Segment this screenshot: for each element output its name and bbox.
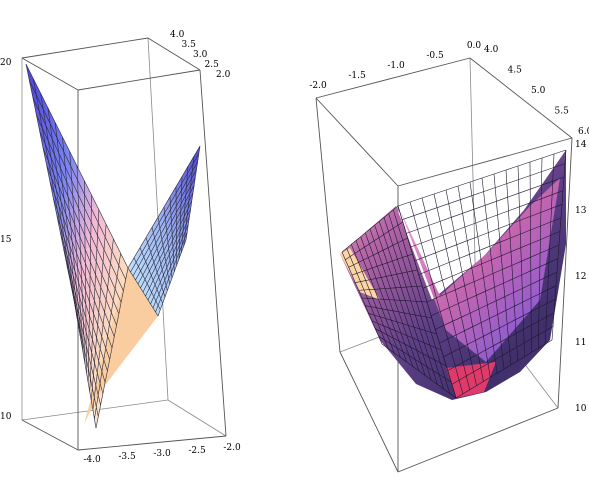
z-tick-label: 11 xyxy=(575,338,586,348)
paraboloid-surface-chart: -2.0 -1.5 -1.0 -0.5 0.04.0 4.5 5.0 5.5 6.0 10 11 12… xyxy=(309,41,589,473)
y-tick-label: 3.0 xyxy=(193,50,208,60)
saddle-left-wing xyxy=(26,64,128,428)
paraboloid-back-mesh-line xyxy=(538,157,543,349)
box-edge xyxy=(21,37,149,59)
box-edge xyxy=(397,137,573,187)
paraboloid-back-mesh-line xyxy=(517,165,525,357)
paraboloid-body xyxy=(340,150,566,400)
saddle-left-mesh-line xyxy=(94,253,121,419)
y-tick-label: 4.0 xyxy=(170,30,185,40)
x-tick-label: -0.5 xyxy=(426,51,444,61)
paraboloid-back-mesh-line xyxy=(544,153,555,345)
x-tick-label: -1.5 xyxy=(348,71,366,81)
paraboloid-low-highlight xyxy=(446,362,496,398)
box-edge xyxy=(557,137,573,409)
paraboloid-back-mesh-line xyxy=(447,312,555,371)
paraboloid-back-mesh-line xyxy=(443,299,556,358)
saddle-left-mesh-line xyxy=(89,209,100,392)
saddle-left-mesh-line xyxy=(66,266,101,406)
paraboloid-front-mesh-line xyxy=(378,336,452,383)
x-tick-label: -2.0 xyxy=(223,443,241,453)
paraboloid-back-mesh-line xyxy=(435,271,558,330)
saddle-under-surface xyxy=(84,268,158,424)
box-edge xyxy=(339,351,399,473)
saddle-left-mesh-line xyxy=(60,232,106,383)
x-tick-label: -3.5 xyxy=(118,452,136,462)
y-tick-label: 5.5 xyxy=(555,107,570,117)
paraboloid-back-mesh-line xyxy=(451,326,554,385)
y-tick-label: 3.5 xyxy=(182,40,197,50)
z-tick-label: 10 xyxy=(575,404,587,414)
box-edge xyxy=(167,399,227,437)
saddle-left-mesh-line xyxy=(49,181,113,349)
y-tick-label: 6.0 xyxy=(578,127,589,137)
box-edge xyxy=(21,419,79,451)
x-tick-label: -2.0 xyxy=(309,81,327,91)
saddle-left-mesh-line xyxy=(53,198,110,360)
x-tick-label: -1.0 xyxy=(387,61,405,71)
saddle-right-mesh-line xyxy=(155,232,188,313)
paraboloid-back-mesh-line xyxy=(439,285,557,344)
saddle-right-mesh-line xyxy=(183,156,195,247)
paraboloid-back-mesh-line xyxy=(493,173,512,365)
paraboloid-front-mesh-line xyxy=(381,343,457,399)
box-edge xyxy=(315,57,471,99)
paraboloid-back-mesh-line xyxy=(529,161,532,353)
saddle-right-mesh-line xyxy=(185,145,201,241)
saddle-left-mesh-line xyxy=(87,195,92,383)
y-tick-label: 4.0 xyxy=(484,45,499,55)
z-tick-label: 15 xyxy=(0,235,12,245)
paraboloid-back-mesh-line xyxy=(551,149,567,341)
saddle-left-mesh-line xyxy=(63,249,104,394)
box-edge xyxy=(315,97,399,187)
saddle-left-mesh-line xyxy=(95,267,129,429)
paraboloid-front-mesh-line xyxy=(375,328,447,367)
saddle-right-wing xyxy=(128,146,200,316)
z-tick-label: 14 xyxy=(575,140,587,150)
z-tick-label: 20 xyxy=(0,58,12,68)
y-tick-label: 2.0 xyxy=(216,70,231,80)
box-edge xyxy=(21,57,79,91)
saddle-left-mesh-line xyxy=(73,299,97,429)
x-tick-label: -3.0 xyxy=(153,449,171,459)
saddle-left-mesh-line xyxy=(84,180,87,374)
box-edge xyxy=(77,69,201,91)
saddle-left-mesh-line xyxy=(56,215,108,371)
y-tick-label: 5.0 xyxy=(531,86,546,96)
y-tick-label: 4.5 xyxy=(508,66,523,76)
box-edge xyxy=(469,57,573,139)
saddle-surface-chart: -4.0 -3.5 -3.0 -2.5 -2.0 2.02.53.03.54.0 10 15 2… xyxy=(0,30,241,465)
paraboloid-edge-highlight xyxy=(340,248,380,300)
x-tick-label: -4.0 xyxy=(83,455,101,465)
saddle-right-mesh-line xyxy=(152,224,189,309)
z-tick-label: 10 xyxy=(0,412,12,422)
box-edge xyxy=(315,97,341,353)
paraboloid-front-mesh-line xyxy=(393,209,451,394)
z-tick-label: 12 xyxy=(575,272,586,282)
saddle-right-mesh-line xyxy=(157,239,187,317)
y-tick-label: 2.5 xyxy=(205,60,220,70)
paraboloid-back-mesh-line xyxy=(455,339,553,399)
box-edge xyxy=(469,57,477,301)
saddle-left-mesh-line xyxy=(92,238,114,410)
box-edge xyxy=(77,435,227,451)
box-edge xyxy=(199,69,227,437)
x-tick-label: 0.0 xyxy=(467,41,482,51)
paraboloid-back-mesh-line xyxy=(505,169,518,361)
box-edge xyxy=(147,37,201,71)
saddle-left-mesh-line xyxy=(91,224,107,401)
z-tick-label: 13 xyxy=(575,206,587,216)
paraboloid-back-mesh-line xyxy=(426,244,560,303)
box-edge xyxy=(397,407,559,473)
x-tick-label: -2.5 xyxy=(188,446,206,456)
paraboloid-back-mesh-line xyxy=(430,258,559,316)
